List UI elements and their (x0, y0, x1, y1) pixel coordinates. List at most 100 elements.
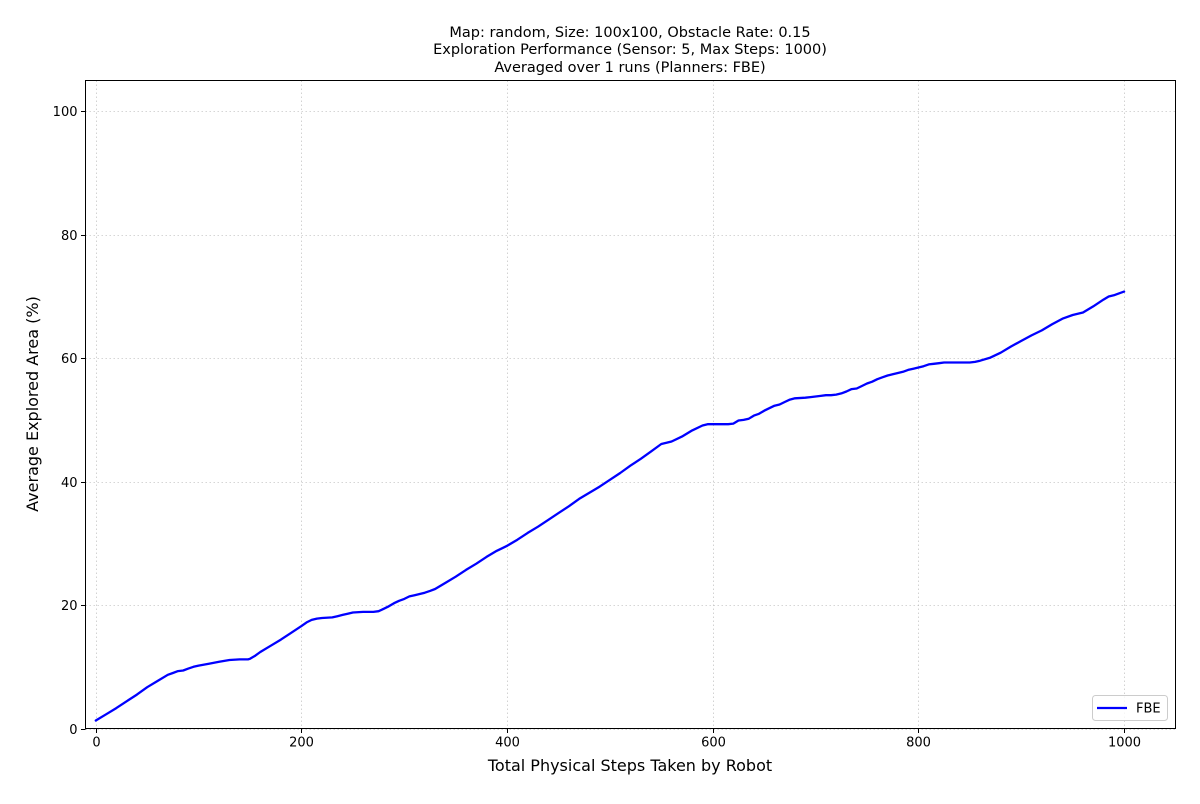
data-point (732, 422, 734, 424)
chart-title-line-1: Map: random, Size: 100x100, Obstacle Rat… (449, 25, 810, 41)
data-point (794, 397, 796, 399)
data-point (1077, 313, 1079, 315)
data-point (557, 512, 559, 514)
data-point (1061, 318, 1063, 320)
data-point (928, 363, 930, 365)
x-tick-label: 200 (289, 736, 314, 751)
data-point (892, 373, 894, 375)
data-point (177, 670, 179, 672)
data-point (197, 664, 199, 666)
data-point (331, 616, 333, 618)
data-point (706, 423, 708, 425)
y-tick-label: 0 (69, 723, 77, 738)
data-point (701, 424, 703, 426)
x-tick-label: 600 (701, 736, 726, 751)
data-point (172, 672, 174, 674)
data-point (866, 382, 868, 384)
data-point (336, 615, 338, 617)
data-point (640, 458, 642, 460)
data-point (105, 713, 107, 715)
data-point (609, 479, 611, 481)
data-point (444, 582, 446, 584)
data-point (979, 360, 981, 362)
data-point (712, 423, 714, 425)
data-point (136, 693, 138, 695)
data-point (95, 719, 97, 721)
data-point (424, 592, 426, 594)
chart-title-line-2: Exploration Performance (Sensor: 5, Max … (433, 42, 827, 58)
data-point (804, 397, 806, 399)
data-point (588, 492, 590, 494)
data-point (239, 658, 241, 660)
data-point (599, 485, 601, 487)
chart-title-line-3: Averaged over 1 runs (Planners: FBE) (494, 60, 765, 76)
data-point (388, 605, 390, 607)
data-point (475, 563, 477, 565)
data-point (619, 472, 621, 474)
data-point (722, 423, 724, 425)
data-point (820, 395, 822, 397)
data-point (156, 680, 158, 682)
data-point (784, 401, 786, 403)
data-point (372, 611, 374, 613)
data-point (933, 363, 935, 365)
data-point (280, 638, 282, 640)
data-point (321, 617, 323, 619)
data-point (316, 617, 318, 619)
data-point (403, 598, 405, 600)
data-point (789, 398, 791, 400)
data-point (218, 661, 220, 663)
data-point (305, 621, 307, 623)
data-point (768, 407, 770, 409)
tick-layer: 0 200 400 600 800 1000 0 20 40 60 80 100 (53, 105, 1141, 751)
data-point (1051, 323, 1053, 325)
data-point (167, 674, 169, 676)
data-point (547, 519, 549, 521)
data-point (506, 545, 508, 547)
data-point (871, 381, 873, 383)
data-point (269, 645, 271, 647)
series-line-fbe (94, 290, 1126, 722)
x-tick-label: 400 (495, 736, 520, 751)
x-axis-label: Total Physical Steps Taken by Robot (487, 756, 772, 775)
data-point (419, 593, 421, 595)
data-point (1118, 292, 1120, 294)
data-point (568, 505, 570, 507)
data-point (1030, 334, 1032, 336)
data-point (429, 590, 431, 592)
data-point (1072, 314, 1074, 316)
data-point (681, 435, 683, 437)
data-point (259, 651, 261, 653)
data-point (192, 666, 194, 668)
data-point (758, 413, 760, 415)
data-point (650, 450, 652, 452)
data-point (377, 610, 379, 612)
legend-label-fbe: FBE (1136, 702, 1161, 717)
data-point (763, 410, 765, 412)
data-point (943, 361, 945, 363)
data-point (434, 588, 436, 590)
data-point (902, 371, 904, 373)
data-point (300, 625, 302, 627)
data-point (362, 611, 364, 613)
data-point (886, 374, 888, 376)
data-point (496, 550, 498, 552)
legend-box (1092, 695, 1168, 721)
data-point (660, 443, 662, 445)
data-point (773, 405, 775, 407)
data-point (537, 526, 539, 528)
data-point (881, 376, 883, 378)
data-point (989, 356, 991, 358)
x-tick-label: 1000 (1108, 736, 1141, 751)
data-point (115, 707, 117, 709)
data-point (341, 614, 343, 616)
data-point (907, 369, 909, 371)
data-point (187, 667, 189, 669)
data-point (146, 686, 148, 688)
data-point (814, 395, 816, 397)
data-point (393, 602, 395, 604)
line-layer (94, 290, 1126, 722)
data-point (527, 532, 529, 534)
data-point (748, 418, 750, 420)
